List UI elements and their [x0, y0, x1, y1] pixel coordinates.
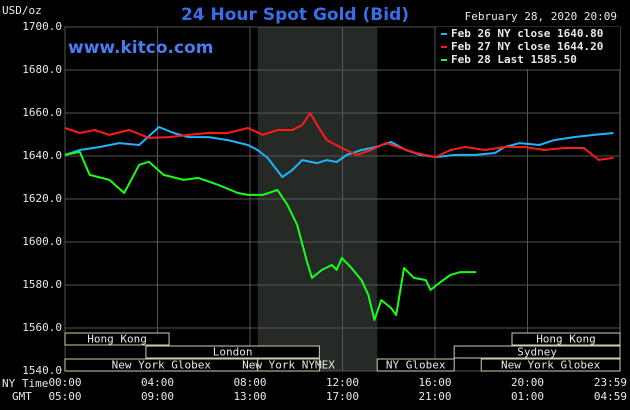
x-tick-label: 00:00: [48, 376, 81, 389]
y-tick-label: 1620.0: [22, 192, 62, 205]
x2-tick-label: 04:59: [594, 390, 627, 403]
y-tick-label: 1560.0: [22, 321, 62, 334]
legend-label: Feb 28 Last 1585.50: [451, 53, 577, 66]
series-line: [64, 150, 477, 321]
session-box: [257, 358, 320, 372]
y-tick-label: 1660.0: [22, 106, 62, 119]
x-tick-label: 08:00: [233, 376, 266, 389]
y-tick-label: 1640.0: [22, 149, 62, 162]
session-box: [64, 332, 170, 346]
session-box: [511, 332, 621, 346]
legend-box: [437, 27, 620, 69]
watermark: www.kitco.com: [68, 38, 213, 58]
x2-tick-label: 01:00: [511, 390, 544, 403]
series-line: [64, 112, 614, 161]
session-label: London: [213, 346, 253, 359]
session-label: New York NYMEX: [242, 359, 335, 372]
x2-tick-label: 17:00: [326, 390, 359, 403]
session-label: Hong Kong: [87, 333, 147, 346]
x2-tick-label: 09:00: [141, 390, 174, 403]
y-tick-label: 1580.0: [22, 278, 62, 291]
x-tick-label: 04:00: [141, 376, 174, 389]
x-tick-label: 20:00: [511, 376, 544, 389]
y-tick-label: 1540.0: [22, 364, 62, 377]
x-tick-label: 23:59: [594, 376, 627, 389]
session-box: [376, 358, 455, 372]
session-label: Sydney: [517, 346, 557, 359]
session-label: New York Globex: [112, 359, 212, 372]
y-tick-label: 1680.0: [22, 63, 62, 76]
timestamp: February 28, 2020 20:09: [465, 10, 617, 23]
legend-label: Feb 27 NY close 1644.20: [451, 40, 603, 53]
x-axis-label: NY Time: [2, 377, 48, 390]
session-box: [145, 345, 320, 359]
y-tick-label: 1700.0: [22, 20, 62, 33]
x2-tick-label: 13:00: [233, 390, 266, 403]
session-label: New York Globex: [501, 359, 601, 372]
x-tick-label: 12:00: [326, 376, 359, 389]
legend-label: Feb 26 NY close 1640.80: [451, 27, 603, 40]
session-box: [453, 345, 621, 359]
session-label: Hong Kong: [536, 333, 596, 346]
x2-tick-label: 21:00: [418, 390, 451, 403]
x-tick-label: 16:00: [418, 376, 451, 389]
y-axis-label: USD/oz: [2, 4, 42, 17]
x2-tick-label: 05:00: [48, 390, 81, 403]
x2-axis-label: GMT: [12, 390, 32, 403]
session-label: NY Globex: [386, 359, 446, 372]
session-box: [480, 358, 621, 372]
chart-title: 24 Hour Spot Gold (Bid): [181, 5, 409, 25]
y-tick-label: 1600.0: [22, 235, 62, 248]
